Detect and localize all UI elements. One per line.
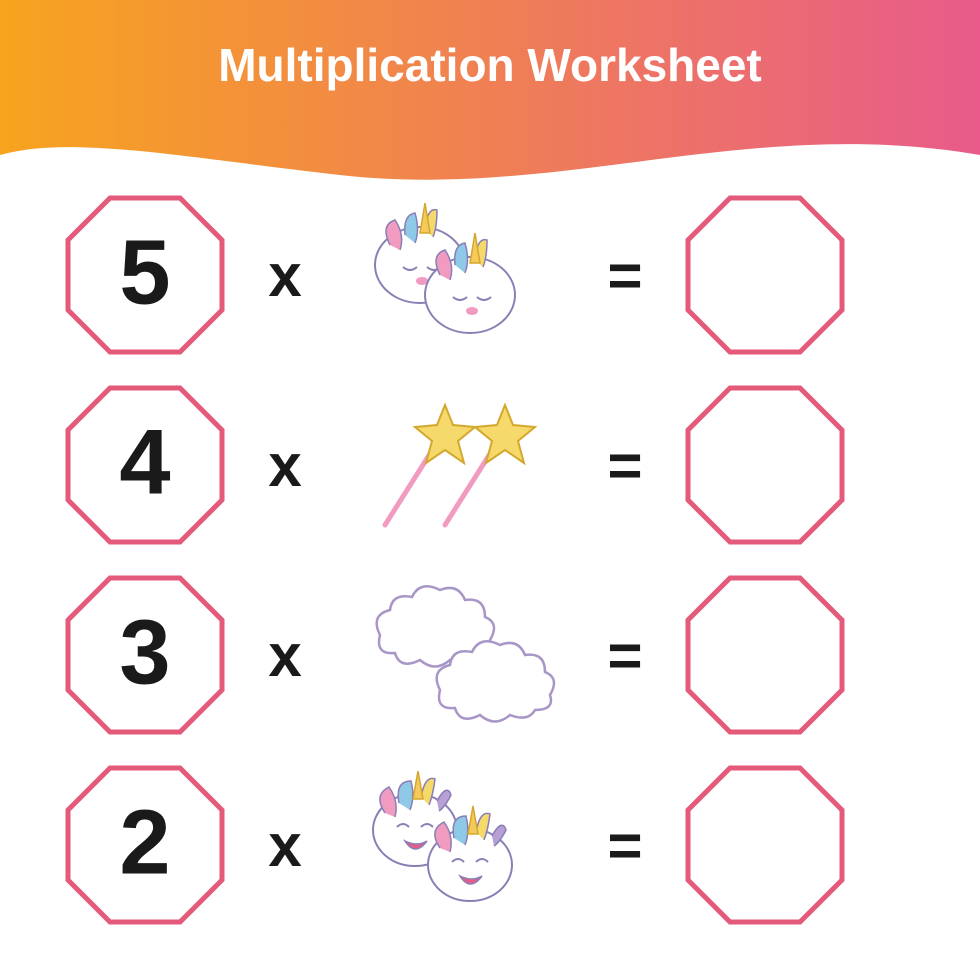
page-title: Multiplication Worksheet — [0, 38, 980, 92]
header-wave — [0, 0, 980, 200]
multiplicand: 5 — [119, 220, 170, 325]
magic-wand-icon — [340, 380, 570, 550]
unicorn-sleepy-icon — [340, 190, 570, 360]
equals-sign: = — [590, 811, 660, 880]
number-octagon: 4 — [60, 380, 230, 550]
multiply-operator: x — [250, 621, 320, 690]
equals-sign: = — [590, 431, 660, 500]
equals-sign: = — [590, 241, 660, 310]
multiply-operator: x — [250, 811, 320, 880]
answer-octagon[interactable] — [680, 570, 850, 740]
problem-row: 4 x = — [60, 370, 920, 560]
cloud-icon — [340, 570, 570, 740]
unicorn-happy-icon — [340, 760, 570, 930]
number-octagon: 2 — [60, 760, 230, 930]
problem-row: 3 x = — [60, 560, 920, 750]
multiply-operator: x — [250, 431, 320, 500]
multiply-operator: x — [250, 241, 320, 310]
problems-container: 5 x — [60, 180, 920, 940]
answer-octagon[interactable] — [680, 190, 850, 360]
multiplicand: 3 — [119, 600, 170, 705]
answer-octagon[interactable] — [680, 380, 850, 550]
number-octagon: 5 — [60, 190, 230, 360]
multiplicand: 2 — [119, 790, 170, 895]
problem-row: 5 x — [60, 180, 920, 370]
answer-octagon[interactable] — [680, 760, 850, 930]
multiplicand: 4 — [119, 410, 170, 515]
problem-row: 2 x — [60, 750, 920, 940]
number-octagon: 3 — [60, 570, 230, 740]
equals-sign: = — [590, 621, 660, 690]
